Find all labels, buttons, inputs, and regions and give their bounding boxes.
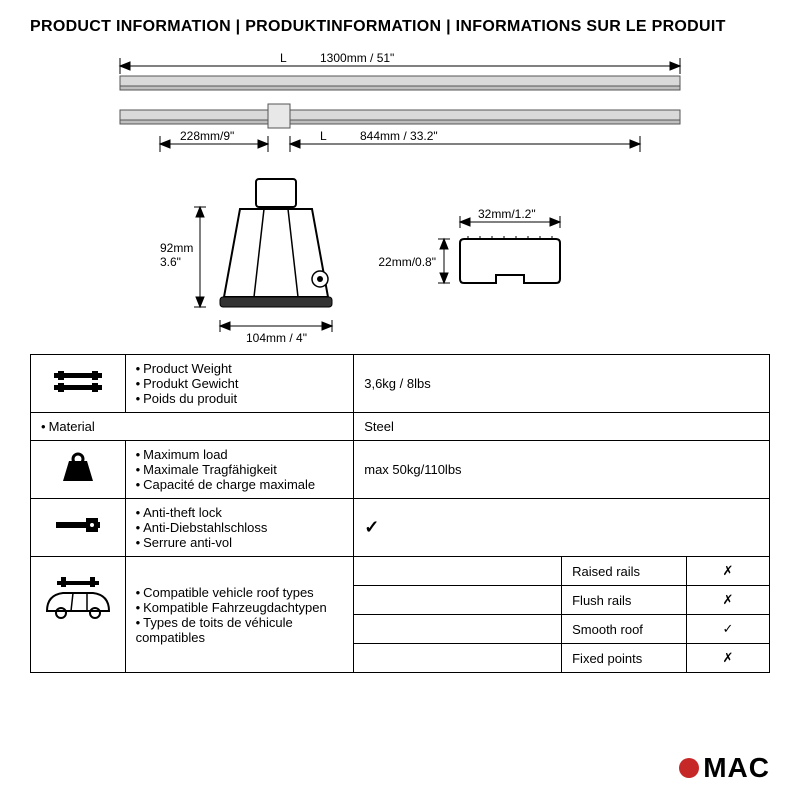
logo-text: MAC <box>703 752 770 784</box>
car-icon <box>31 557 126 673</box>
compat-opt-name: Smooth roof <box>562 615 687 644</box>
compat-opt-val: ✗ <box>686 644 769 673</box>
table-row: Maximum load Maximale Tragfähigkeit Capa… <box>31 441 770 499</box>
compat-opt-name: Raised rails <box>562 557 687 586</box>
dim-offset: 228mm/9" <box>180 129 234 143</box>
weight-icon <box>31 441 126 499</box>
compat-opt-val: ✗ <box>686 586 769 615</box>
dim-inner: 844mm / 33.2" <box>360 129 438 143</box>
table-row: Product Weight Produkt Gewicht Poids du … <box>31 355 770 413</box>
brand-logo: MAC <box>679 752 770 784</box>
lock-icon <box>31 499 126 557</box>
table-row: Anti-theft lock Anti-Diebstahlschloss Se… <box>31 499 770 557</box>
dim-tube-w: 32mm/1.2" <box>478 207 536 221</box>
compat-opt-val: ✗ <box>686 557 769 586</box>
weight-value: 3,6kg / 8lbs <box>354 355 770 413</box>
dim-total: 1300mm / 51" <box>320 51 394 65</box>
logo-dot-icon <box>679 758 699 778</box>
compat-opt-name: Fixed points <box>562 644 687 673</box>
maxload-labels: Maximum load Maximale Tragfähigkeit Capa… <box>125 441 354 499</box>
compat-opt-val: ✓ <box>686 615 769 644</box>
compat-labels: Compatible vehicle roof types Kompatible… <box>125 557 354 673</box>
table-row: Compatible vehicle roof types Kompatible… <box>31 557 770 586</box>
dim-inner-prefix: L <box>320 129 327 143</box>
table-row: Material Steel <box>31 413 770 441</box>
weight-labels: Product Weight Produkt Gewicht Poids du … <box>125 355 354 413</box>
bars-icon <box>31 355 126 413</box>
material-value: Steel <box>354 413 770 441</box>
page-title: PRODUCT INFORMATION | PRODUKTINFORMATION… <box>0 0 800 44</box>
material-label: Material <box>31 413 354 441</box>
technical-diagram: L 1300mm / 51" 228mm/9" L 844mm / 33.2" <box>0 44 800 344</box>
dim-foot-w: 104mm / 4" <box>246 331 307 344</box>
compat-opt-name: Flush rails <box>562 586 687 615</box>
dim-total-prefix: L <box>280 51 287 65</box>
maxload-value: max 50kg/110lbs <box>354 441 770 499</box>
spec-table: Product Weight Produkt Gewicht Poids du … <box>30 354 770 673</box>
dim-foot-h: 92mm 3.6" <box>160 241 197 269</box>
dim-tube-h: 22mm/0.8" <box>378 255 436 269</box>
lock-value: ✓ <box>354 499 770 557</box>
lock-labels: Anti-theft lock Anti-Diebstahlschloss Se… <box>125 499 354 557</box>
